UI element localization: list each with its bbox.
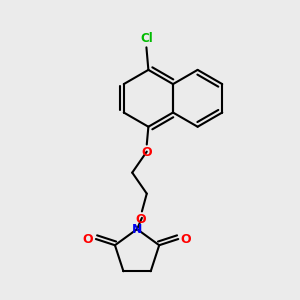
Text: N: N (132, 223, 142, 236)
Text: Cl: Cl (140, 32, 153, 45)
Text: O: O (135, 213, 146, 226)
Text: O: O (142, 146, 152, 159)
Text: O: O (181, 232, 191, 245)
Text: O: O (83, 232, 93, 245)
